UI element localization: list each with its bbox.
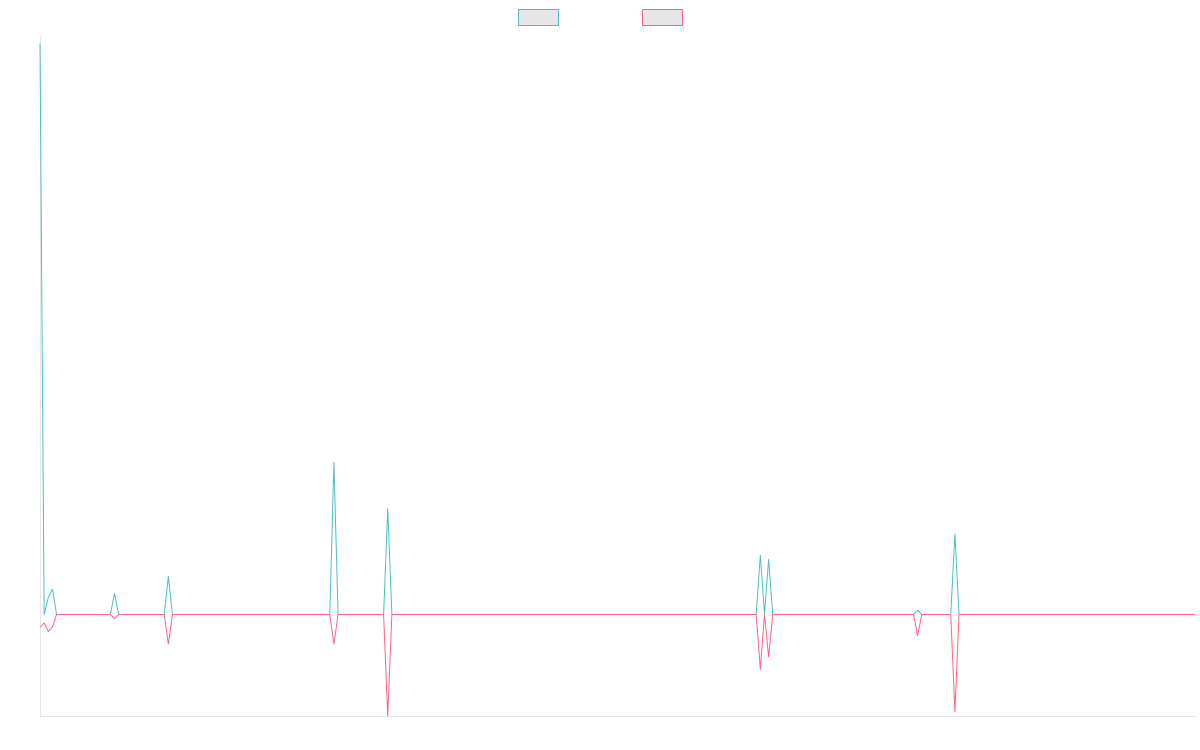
series-layer xyxy=(39,43,1195,717)
series-line-1 xyxy=(39,43,1195,615)
legend-item-2[interactable] xyxy=(642,9,683,26)
legend-swatch-1[interactable] xyxy=(518,9,559,26)
series-line-2 xyxy=(39,613,1195,717)
legend xyxy=(518,9,683,26)
legend-swatch-2[interactable] xyxy=(642,9,683,26)
legend-item-1[interactable] xyxy=(518,9,559,26)
